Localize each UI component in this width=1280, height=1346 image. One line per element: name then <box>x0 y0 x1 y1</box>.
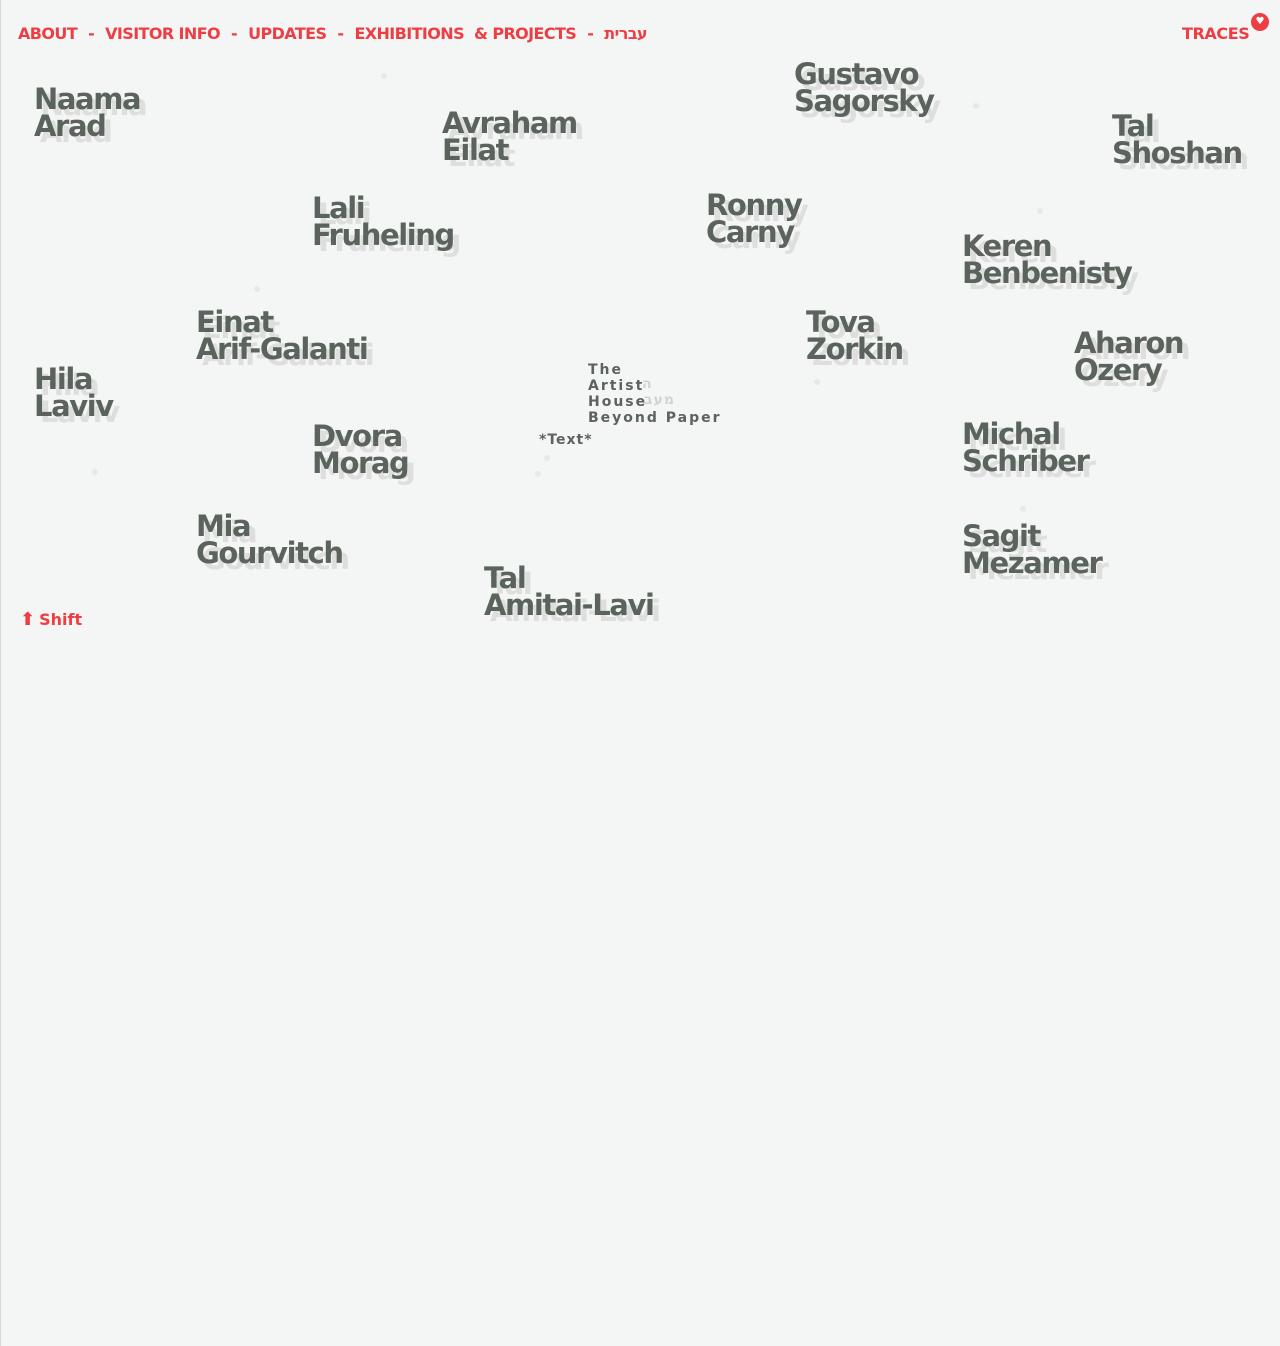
shift-label: Shift <box>39 610 83 629</box>
artist-last-name: Eilat <box>442 133 510 167</box>
artist-link-tal-shoshan[interactable]: Tal Shoshan <box>1112 109 1243 170</box>
decorative-dot <box>1037 208 1043 214</box>
center-title-line: The <box>588 362 624 378</box>
nav-updates-link[interactable]: UPDATES <box>248 24 327 43</box>
artist-last-name: Ozery <box>1074 353 1163 387</box>
artist-first-name: Mia <box>196 509 252 543</box>
center-title-line: Beyond Paper <box>588 410 722 426</box>
text-link[interactable]: *Text* <box>539 432 593 448</box>
artist-link-mia-gourvitch[interactable]: Mia Gourvitch <box>196 509 344 570</box>
center-title-line: House <box>588 394 648 410</box>
artist-last-name: Benbenisty <box>962 256 1133 290</box>
top-nav: ABOUT - VISITOR INFO - UPDATES - EXHIBIT… <box>18 24 648 43</box>
center-title-line: Artist <box>588 378 645 394</box>
artist-last-name: Sagorsky <box>794 84 935 118</box>
decorative-dot <box>92 469 98 475</box>
decorative-dot <box>814 379 820 385</box>
artist-first-name: Michal <box>962 417 1061 451</box>
artist-link-dvora-morag[interactable]: Dvora Morag <box>312 419 410 480</box>
artist-first-name: Dvora <box>312 419 403 453</box>
nav-about-link[interactable]: ABOUT <box>18 24 78 43</box>
artist-link-avraham-eilat[interactable]: Avraham Eilat <box>442 106 578 167</box>
heart-icon[interactable]: ♥ <box>1251 13 1269 31</box>
decorative-dot <box>254 286 260 292</box>
artist-first-name: Einat <box>196 305 274 339</box>
artist-link-michal-schriber[interactable]: Michal Schriber <box>962 417 1090 478</box>
artist-link-naama-arad[interactable]: Naama Arad <box>34 82 142 143</box>
artist-link-gustavo-sagorsky[interactable]: Gustavo Sagorsky <box>794 57 935 118</box>
artist-last-name: Shoshan <box>1112 136 1243 170</box>
artist-link-aharon-ozery[interactable]: Aharon Ozery <box>1074 326 1185 387</box>
decorative-dot <box>973 103 979 109</box>
artist-link-tal-amitai-lavi[interactable]: Tal Amitai-Lavi <box>484 561 655 622</box>
artist-last-name: Schriber <box>962 444 1090 478</box>
artist-first-name: Avraham <box>442 106 578 140</box>
artist-last-name: Mezamer <box>962 546 1103 580</box>
shift-button[interactable]: ⬆ Shift <box>20 609 82 630</box>
artist-link-lali-fruheling[interactable]: Lali Fruheling <box>312 191 455 252</box>
nav-separator: - <box>88 24 95 43</box>
artist-first-name: Keren <box>962 229 1053 263</box>
nav-separator: - <box>587 24 594 43</box>
traces-link[interactable]: TRACES <box>1182 24 1250 43</box>
artist-first-name: Sagit <box>962 519 1041 553</box>
artist-first-name: Hila <box>34 362 94 396</box>
artist-first-name: Tal <box>1112 109 1155 143</box>
decorative-dot <box>544 455 550 461</box>
artist-first-name: Tova <box>806 305 876 339</box>
nav-projects-link[interactable]: & PROJECTS <box>474 24 577 43</box>
artist-first-name: Naama <box>34 82 142 116</box>
artist-last-name: Morag <box>312 446 410 480</box>
artist-first-name: Gustavo <box>794 57 920 91</box>
nav-hebrew-link[interactable]: עברית <box>604 24 647 43</box>
decorative-dot <box>381 73 387 79</box>
artist-last-name: Arif-Galanti <box>196 332 369 366</box>
artist-first-name: Lali <box>312 191 366 225</box>
artist-link-ronny-carny[interactable]: Ronny Carny <box>706 188 803 249</box>
artist-last-name: Fruheling <box>312 218 455 252</box>
decorative-dot <box>535 471 541 477</box>
artist-last-name: Laviv <box>34 389 114 423</box>
artist-link-keren-benbenisty[interactable]: Keren Benbenisty <box>962 229 1133 290</box>
artist-link-hila-laviv[interactable]: Hila Laviv <box>34 362 114 423</box>
artist-last-name: Zorkin <box>806 332 904 366</box>
hebrew-title-ghost: ה מעב <box>604 376 675 408</box>
artist-link-einat-arif-galanti[interactable]: Einat Arif-Galanti <box>196 305 369 366</box>
artist-first-name: Aharon <box>1074 326 1185 360</box>
artist-link-tova-zorkin[interactable]: Tova Zorkin <box>806 305 904 366</box>
artist-first-name: Ronny <box>706 188 803 222</box>
nav-separator: - <box>231 24 238 43</box>
artist-last-name: Carny <box>706 215 795 249</box>
decorative-dot <box>1020 506 1026 512</box>
nav-exhibitions-link[interactable]: EXHIBITIONS <box>354 24 464 43</box>
artist-link-sagit-mezamer[interactable]: Sagit Mezamer <box>962 519 1103 580</box>
artist-first-name: Tal <box>484 561 527 595</box>
hebrew-ghost-line: מעב <box>644 392 675 408</box>
hebrew-ghost-line: ה <box>642 376 653 392</box>
artist-last-name: Gourvitch <box>196 536 344 570</box>
artist-last-name: Amitai-Lavi <box>484 588 655 622</box>
center-title: The Artist House Beyond Paper <box>588 362 722 426</box>
nav-separator: - <box>337 24 344 43</box>
artist-last-name: Arad <box>34 109 107 143</box>
arrow-up-icon: ⬆ <box>20 609 36 630</box>
nav-visitor-info-link[interactable]: VISITOR INFO <box>105 24 221 43</box>
